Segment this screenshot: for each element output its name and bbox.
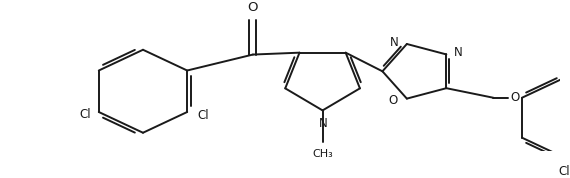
Text: N: N [390, 36, 399, 49]
Text: Cl: Cl [559, 165, 570, 178]
Text: N: N [454, 46, 463, 59]
Text: O: O [510, 91, 520, 104]
Text: N: N [319, 117, 328, 130]
Text: CH₃: CH₃ [312, 150, 333, 159]
Text: Cl: Cl [197, 109, 209, 122]
Text: Cl: Cl [79, 108, 91, 121]
Text: O: O [389, 94, 398, 107]
Text: O: O [247, 1, 258, 14]
